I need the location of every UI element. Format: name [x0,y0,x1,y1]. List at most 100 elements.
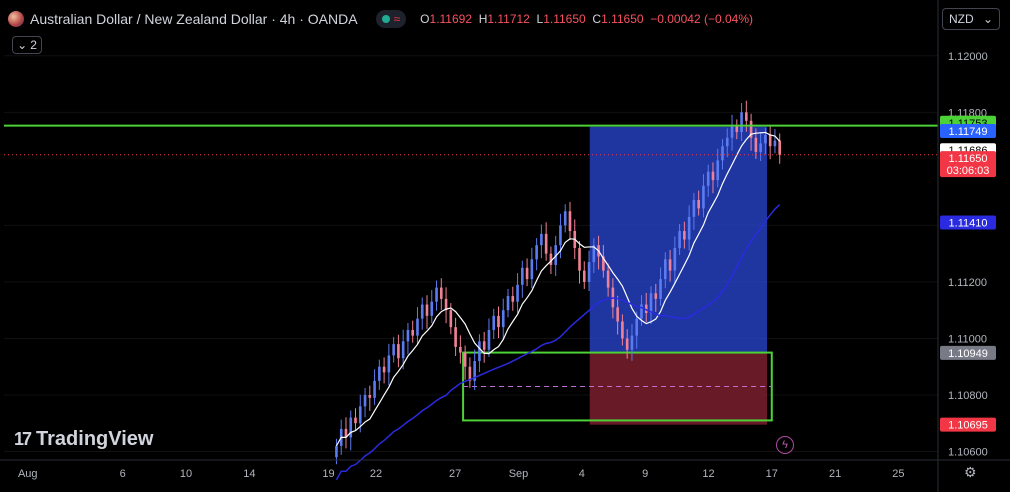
candle-body [568,211,572,232]
candle-body [430,301,434,316]
candle-body [659,279,662,299]
logo-text: TradingView [36,428,154,450]
candle-body [492,315,496,330]
entry-price-label: 1.10949 [948,348,988,360]
change-readout: −0.00042 (−0.04%) [650,12,753,26]
candle-body [449,310,453,328]
candle-body [435,287,438,302]
candle-body [730,126,734,138]
market-status[interactable]: ≈ [375,10,407,28]
y-tick-label: 1.11000 [948,333,987,345]
indicators-toggle-button[interactable]: ⌄ 2 [12,36,42,54]
candle-body [587,262,591,282]
candle-body [697,199,700,209]
candle-body [764,134,767,144]
candle-body [759,143,762,152]
y-tick-label: 1.12000 [948,51,988,63]
candle-body [673,248,677,271]
candle-body [416,318,419,336]
target-price-label: 1.11749 [949,126,988,138]
candle-body [768,134,772,147]
support-box[interactable] [462,351,773,422]
candle-body [468,366,472,381]
x-tick-label: 22 [370,468,382,480]
candle-body [649,293,653,314]
candle-body [749,120,753,138]
wave-icon: ≈ [393,12,401,26]
y-tick-label: 1.10600 [948,447,988,459]
indicator-count: 2 [30,38,37,52]
candle-body [354,417,357,424]
candle-body [363,394,367,407]
candle-body [454,327,457,347]
stop-zone [589,352,768,425]
candle-body [630,335,634,350]
candle-body [525,267,529,280]
y-tick-label: 1.10800 [948,390,988,402]
candle-body [773,140,777,147]
moving-averages [335,131,781,481]
stop-price-label: 1.10695 [948,420,988,432]
candle-body [439,287,443,299]
candle-body [420,304,424,319]
candle-body [506,296,510,311]
x-tick-label: 27 [449,468,461,480]
candle-body [559,225,562,246]
candle-body [687,216,691,240]
x-tick-label: 19 [322,468,334,480]
candle-body [401,341,405,359]
lightning-icon[interactable]: ϟ [776,436,794,454]
gear-icon[interactable]: ⚙ [964,464,977,480]
candle-body [578,248,581,271]
candle-body [516,284,519,302]
x-tick-label: 10 [180,468,192,480]
candle-body [635,318,639,336]
currency-label: NZD [949,12,974,26]
currency-select[interactable]: NZD ⌄ [942,8,1000,30]
close-price-label-countdown: 03:06:03 [947,165,990,177]
x-tick-label: 9 [642,468,648,480]
symbol-title[interactable]: Australian Dollar / New Zealand Dollar ·… [30,11,358,27]
candle-body [511,296,515,302]
candle-body [754,137,758,152]
candle-body [654,293,658,299]
candle-body [740,112,743,133]
candle-body [668,259,672,271]
candle-body [640,304,643,319]
chart-header: Australian Dollar / New Zealand Dollar ·… [8,8,753,30]
candle-body [540,233,543,246]
candle-body [425,304,429,316]
candle-body [373,380,376,398]
candle-body [563,211,567,226]
candle-body [406,329,410,342]
candle-body [530,259,534,280]
resistance-price-label: 1.11753 [949,118,988,130]
candle-body [487,329,491,350]
candle-body [459,346,462,353]
ma-slow-line [335,204,781,481]
x-tick-label: Sep [509,468,529,480]
candle-body [735,126,739,133]
candle-body [378,366,381,381]
candle-body [778,140,782,155]
candle-body [616,307,619,322]
x-tick-label: 21 [829,468,841,480]
candle-body [501,310,505,328]
grid [4,55,938,453]
x-tick-label: 17 [766,468,778,480]
close-price-label: 1.11650 [949,153,988,165]
candle-body [592,245,596,263]
target-price-label-bg [940,123,996,138]
tradingview-logo[interactable]: 17 TradingView [14,428,153,451]
candle-body [702,185,705,209]
candle-body [535,245,538,260]
close-price-label-bg [940,151,996,178]
candle-body [706,171,710,186]
candle-body [582,270,586,282]
entry-price-label-bg [940,345,996,360]
candle-body [478,341,481,362]
candle-body [521,267,524,285]
x-tick-label: 12 [702,468,714,480]
